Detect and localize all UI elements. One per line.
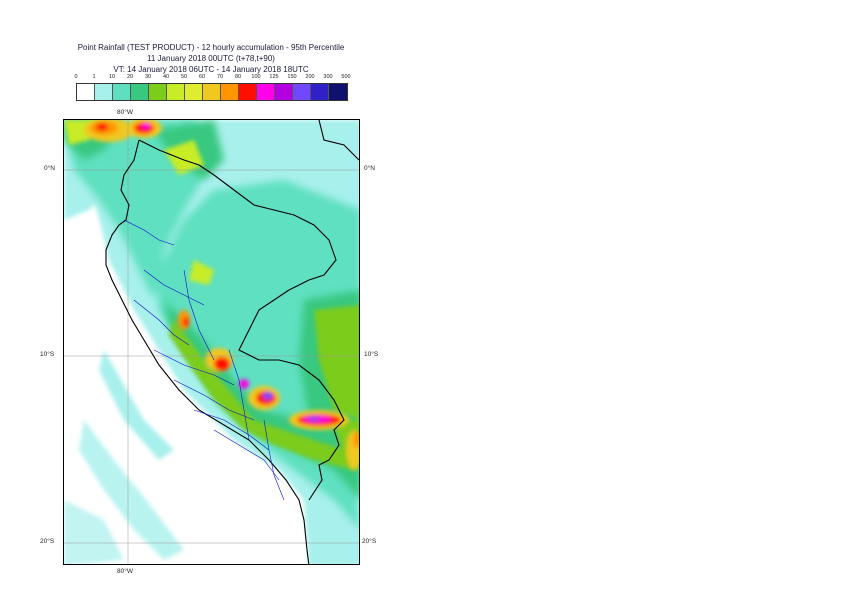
legend-label: 300	[323, 74, 333, 80]
lat-label-0-right: 0°N	[364, 165, 375, 172]
region-borders	[123, 219, 285, 501]
legend-label: 70	[216, 74, 224, 80]
legend-swatch	[293, 84, 311, 100]
color-legend: 0 1 10 20 30 40 50 60 70 80 100 125 150 …	[74, 74, 351, 104]
lat-label-20s-left: 20°S	[40, 538, 55, 545]
legend-label: 60	[198, 74, 206, 80]
legend-swatch	[149, 84, 167, 100]
legend-label: 500	[341, 74, 351, 80]
legend-label: 10	[108, 74, 116, 80]
graticule	[64, 120, 359, 564]
legend-swatch	[311, 84, 329, 100]
legend-swatch	[95, 84, 113, 100]
legend-swatch	[203, 84, 221, 100]
rainfall-map	[63, 119, 360, 565]
legend-swatch	[275, 84, 293, 100]
lon-label-bottom: 80°W	[117, 568, 133, 575]
legend-label: 50	[180, 74, 188, 80]
legend-swatch	[113, 84, 131, 100]
legend-swatch	[185, 84, 203, 100]
legend-swatch	[167, 84, 185, 100]
legend-label: 150	[287, 74, 297, 80]
lat-label-0-left: 0°N	[44, 165, 55, 172]
legend-swatch	[239, 84, 257, 100]
legend-label: 1	[92, 74, 96, 80]
lat-label-10s-right: 10°S	[364, 351, 379, 358]
legend-label: 125	[269, 74, 279, 80]
legend-swatch	[257, 84, 275, 100]
rain-field-extreme	[84, 120, 359, 470]
legend-label: 0	[74, 74, 78, 80]
legend-swatch	[329, 84, 347, 100]
legend-label: 80	[234, 74, 242, 80]
legend-label: 30	[144, 74, 152, 80]
map-canvas	[64, 120, 359, 564]
country-borders	[105, 120, 359, 564]
legend-swatch	[221, 84, 239, 100]
legend-label: 100	[251, 74, 261, 80]
lon-label-top: 80°W	[117, 109, 133, 116]
legend-label: 40	[162, 74, 170, 80]
title-line-1: Point Rainfall (TEST PRODUCT) - 12 hourl…	[77, 43, 345, 52]
title-line-3: VT: 14 January 2018 06UTC - 14 January 2…	[113, 65, 309, 74]
chart-title-block: Point Rainfall (TEST PRODUCT) - 12 hourl…	[0, 42, 422, 75]
title-line-2: 11 January 2018 00UTC (t+78,t+90)	[147, 54, 275, 63]
legend-swatch	[131, 84, 149, 100]
legend-swatch	[77, 84, 95, 100]
legend-color-bar	[76, 83, 348, 101]
lat-label-10s-left: 10°S	[40, 351, 55, 358]
legend-label: 200	[305, 74, 315, 80]
legend-labels: 0 1 10 20 30 40 50 60 70 80 100 125 150 …	[74, 74, 351, 84]
legend-label: 20	[126, 74, 134, 80]
lat-label-20s-right: 20°S	[362, 538, 377, 545]
